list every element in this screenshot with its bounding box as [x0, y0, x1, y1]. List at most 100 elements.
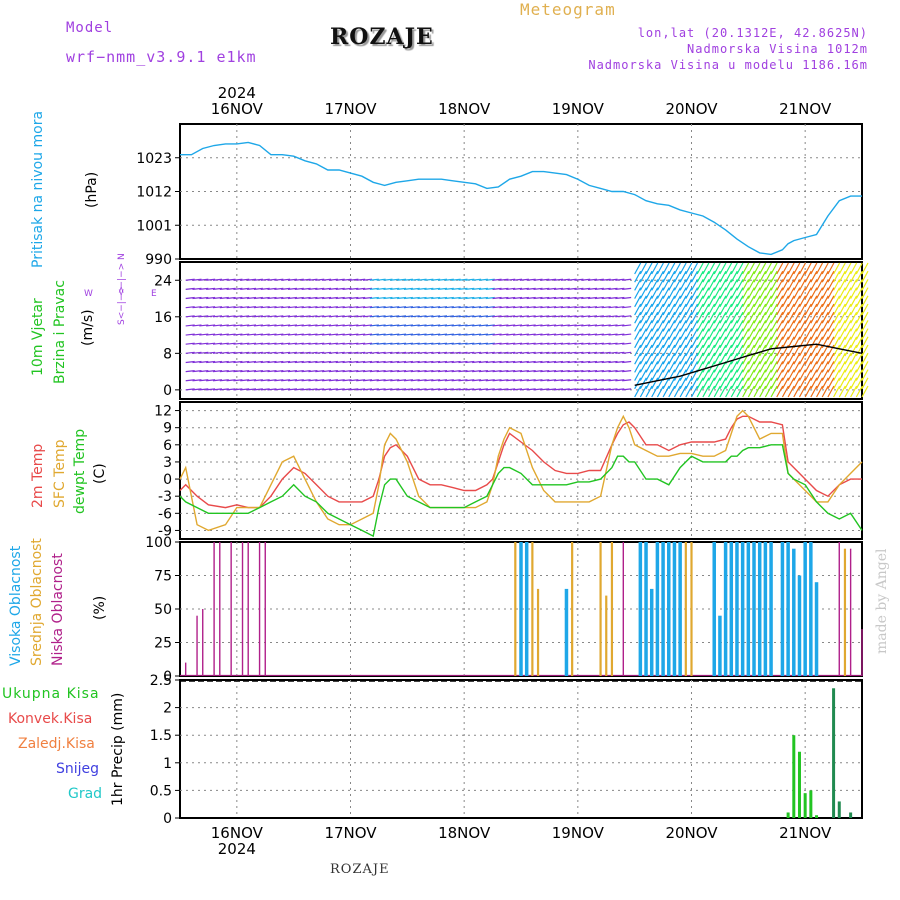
- wind-barb: [349, 360, 359, 364]
- wind-barb: [397, 333, 407, 336]
- wind-barb: [362, 388, 373, 391]
- wind-barb: [574, 306, 584, 309]
- wind-barb: [742, 287, 750, 299]
- wind-barb: [764, 344, 772, 357]
- wind-barb: [850, 361, 858, 373]
- wind-barb: [574, 342, 584, 345]
- wind-barb: [424, 351, 434, 354]
- wind-barb: [294, 342, 304, 345]
- wind-barb: [451, 388, 461, 391]
- top-year-label: 2024: [218, 84, 256, 102]
- wind-barb: [662, 352, 670, 365]
- wind-barb: [622, 388, 632, 391]
- wind-barb: [713, 279, 721, 291]
- high-cloud-bar: [769, 542, 773, 676]
- wind-barb: [787, 311, 795, 324]
- wind-barb: [506, 360, 516, 364]
- wind-barb: [294, 296, 304, 300]
- wind-barb: [526, 379, 536, 382]
- wind-barb: [226, 315, 236, 318]
- wind-barb: [702, 369, 710, 381]
- wind-barb: [212, 379, 223, 382]
- wind-barb: [274, 306, 284, 309]
- wind-barb: [274, 379, 284, 382]
- wind-barb: [356, 278, 366, 281]
- wind-barb: [730, 344, 738, 357]
- wind-barb: [651, 344, 659, 357]
- wind-barb: [713, 361, 721, 373]
- wind-barb: [850, 287, 858, 299]
- wind-barb: [233, 278, 243, 281]
- wind-barb: [587, 306, 598, 309]
- wind-barb: [349, 287, 359, 290]
- wind-barb: [816, 369, 824, 381]
- wind-barb: [645, 328, 653, 340]
- wind-barb: [294, 333, 304, 336]
- wind-barb: [798, 320, 807, 332]
- wind-barb: [776, 328, 784, 340]
- wind-barb: [451, 296, 461, 300]
- wind-barb: [764, 262, 772, 275]
- wind-barb: [730, 352, 738, 365]
- wind-barb: [308, 370, 318, 373]
- wind-barb: [827, 369, 835, 381]
- wind-barb: [713, 352, 721, 365]
- wind-barb: [410, 315, 420, 318]
- wind-barb: [827, 336, 835, 349]
- wind-barb: [651, 311, 659, 324]
- wind-barb: [639, 361, 647, 373]
- wind-barb: [369, 296, 379, 300]
- wind-barb: [424, 360, 434, 364]
- wind-barb: [798, 328, 807, 340]
- wind-barb: [601, 370, 611, 373]
- wind-barb: [581, 351, 591, 354]
- wind-barb: [855, 352, 863, 365]
- wind-barb: [533, 388, 543, 391]
- wind-barb: [185, 278, 195, 281]
- wind-barb: [185, 315, 195, 318]
- wind-barb: [759, 385, 767, 398]
- wind-barb: [267, 324, 277, 327]
- wind-barb: [608, 315, 618, 318]
- wind-barb: [601, 287, 611, 290]
- wind-barb: [690, 303, 699, 316]
- wind-barb: [560, 324, 570, 327]
- wind-barb: [696, 377, 704, 390]
- wind-barb: [253, 324, 263, 327]
- wind-barb: [736, 377, 744, 390]
- wind-barb: [260, 296, 270, 300]
- wind-barb: [390, 296, 400, 300]
- wind-barb: [547, 370, 557, 373]
- wind-barb: [861, 385, 869, 398]
- wind-barb: [594, 379, 604, 382]
- wind-barb: [478, 296, 489, 300]
- wind-barb: [397, 306, 407, 309]
- wind-barb: [713, 385, 721, 398]
- wind-barb: [645, 303, 653, 316]
- wind-barb: [390, 324, 400, 327]
- wind-barb: [472, 379, 482, 382]
- wind-barb: [781, 262, 789, 275]
- wind-barb: [725, 311, 733, 324]
- wind-barb: [246, 315, 257, 318]
- wind-barb: [410, 360, 420, 364]
- wind-barb: [827, 295, 835, 308]
- wind-barb: [861, 279, 869, 291]
- wind-barb: [403, 333, 413, 336]
- wind-barb: [253, 351, 263, 354]
- wind-barb: [764, 311, 772, 324]
- wind-barb: [219, 278, 229, 281]
- wind-barb: [233, 296, 243, 300]
- low-cloud-bar: [849, 548, 852, 676]
- wind-barb: [560, 278, 570, 281]
- wind-barb: [608, 324, 618, 327]
- wind-barb: [342, 342, 352, 345]
- wind-barb: [362, 315, 373, 318]
- wind-barb: [533, 315, 543, 318]
- wind-barb: [608, 278, 618, 281]
- y-tick-label: 50: [154, 602, 172, 618]
- wind-barb: [403, 278, 413, 281]
- wind-barb: [410, 333, 420, 336]
- wind-barb: [662, 287, 670, 299]
- wind-barb: [547, 296, 557, 300]
